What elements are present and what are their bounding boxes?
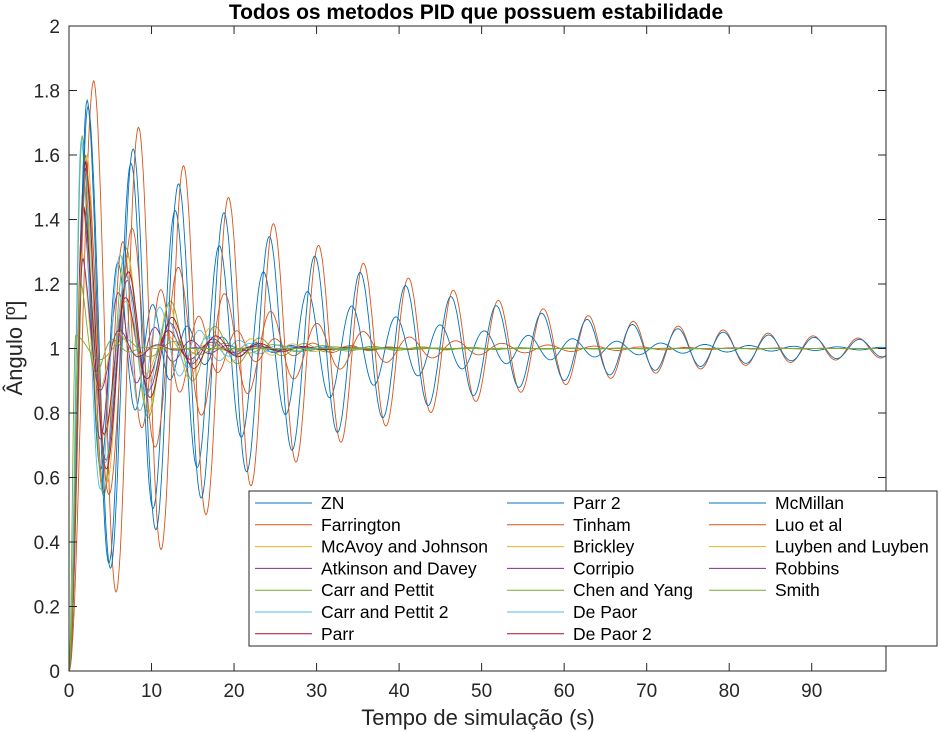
chart-title: Todos os metodos PID que possuem estabil… [229, 1, 723, 24]
legend-entry: Corripio [573, 558, 634, 578]
legend-entry: Carr and Pettit 2 [321, 602, 448, 622]
legend-entry: Parr 2 [573, 493, 621, 513]
y-tick-label: 1.2 [34, 275, 60, 296]
x-tick-label: 70 [636, 681, 657, 702]
y-axis-label: Ângulo [º] [2, 301, 27, 396]
legend-entry: De Paor [573, 602, 637, 622]
x-tick-label: 80 [719, 681, 740, 702]
legend-entry: De Paor 2 [573, 624, 652, 644]
ticks-layer: 0 10 20 30 40 50 60 70 80 90 0 0.2 0.4 0.6 0.8 1 1.2 1.4 1… [34, 17, 886, 702]
series-parr-2 [69, 98, 886, 671]
legend-entry: Tinham [573, 515, 631, 535]
y-tick-label: 1 [49, 340, 60, 361]
legend-entry: Luyben and Luyben [775, 537, 929, 557]
legend-entry: Parr [321, 624, 354, 644]
series-smith [69, 283, 886, 671]
x-tick-label: 60 [554, 681, 575, 702]
x-tick-label: 30 [306, 681, 327, 702]
x-tick-label: 10 [141, 681, 162, 702]
legend-entry: Farrington [321, 515, 401, 535]
x-axis-label: Tempo de simulação (s) [361, 705, 595, 730]
x-tick-label: 0 [64, 681, 75, 702]
y-tick-label: 0.2 [34, 598, 60, 619]
legend-box [248, 490, 938, 647]
y-tick-label: 0.6 [34, 469, 60, 490]
legend-entry: Atkinson and Davey [321, 558, 477, 578]
y-tick-label: 0.8 [34, 404, 60, 425]
legend-entry: McMillan [775, 493, 844, 513]
legend-entry: Carr and Pettit [321, 580, 434, 600]
x-tick-label: 50 [471, 681, 492, 702]
series-tinham [69, 79, 886, 671]
x-tick-label: 20 [223, 681, 244, 702]
legend-entry: Chen and Yang [573, 580, 693, 600]
legend-entry: Smith [775, 580, 820, 600]
series-layer [69, 79, 886, 671]
y-tick-label: 1.4 [34, 211, 61, 232]
legend-entry: ZN [321, 493, 344, 513]
legend-entry: Robbins [775, 558, 839, 578]
series-mcmillan [69, 105, 886, 671]
y-tick-label: 1.6 [34, 146, 60, 167]
x-tick-label: 40 [389, 681, 410, 702]
legend-entry: Luo et al [775, 515, 842, 535]
legend-entry: McAvoy and Johnson [321, 537, 488, 557]
y-tick-label: 0.4 [34, 533, 61, 554]
y-tick-label: 2 [49, 17, 60, 38]
legend-entry: Brickley [573, 537, 635, 557]
y-tick-label: 1.8 [34, 82, 60, 103]
x-tick-label: 90 [801, 681, 822, 702]
y-tick-label: 0 [49, 662, 60, 683]
